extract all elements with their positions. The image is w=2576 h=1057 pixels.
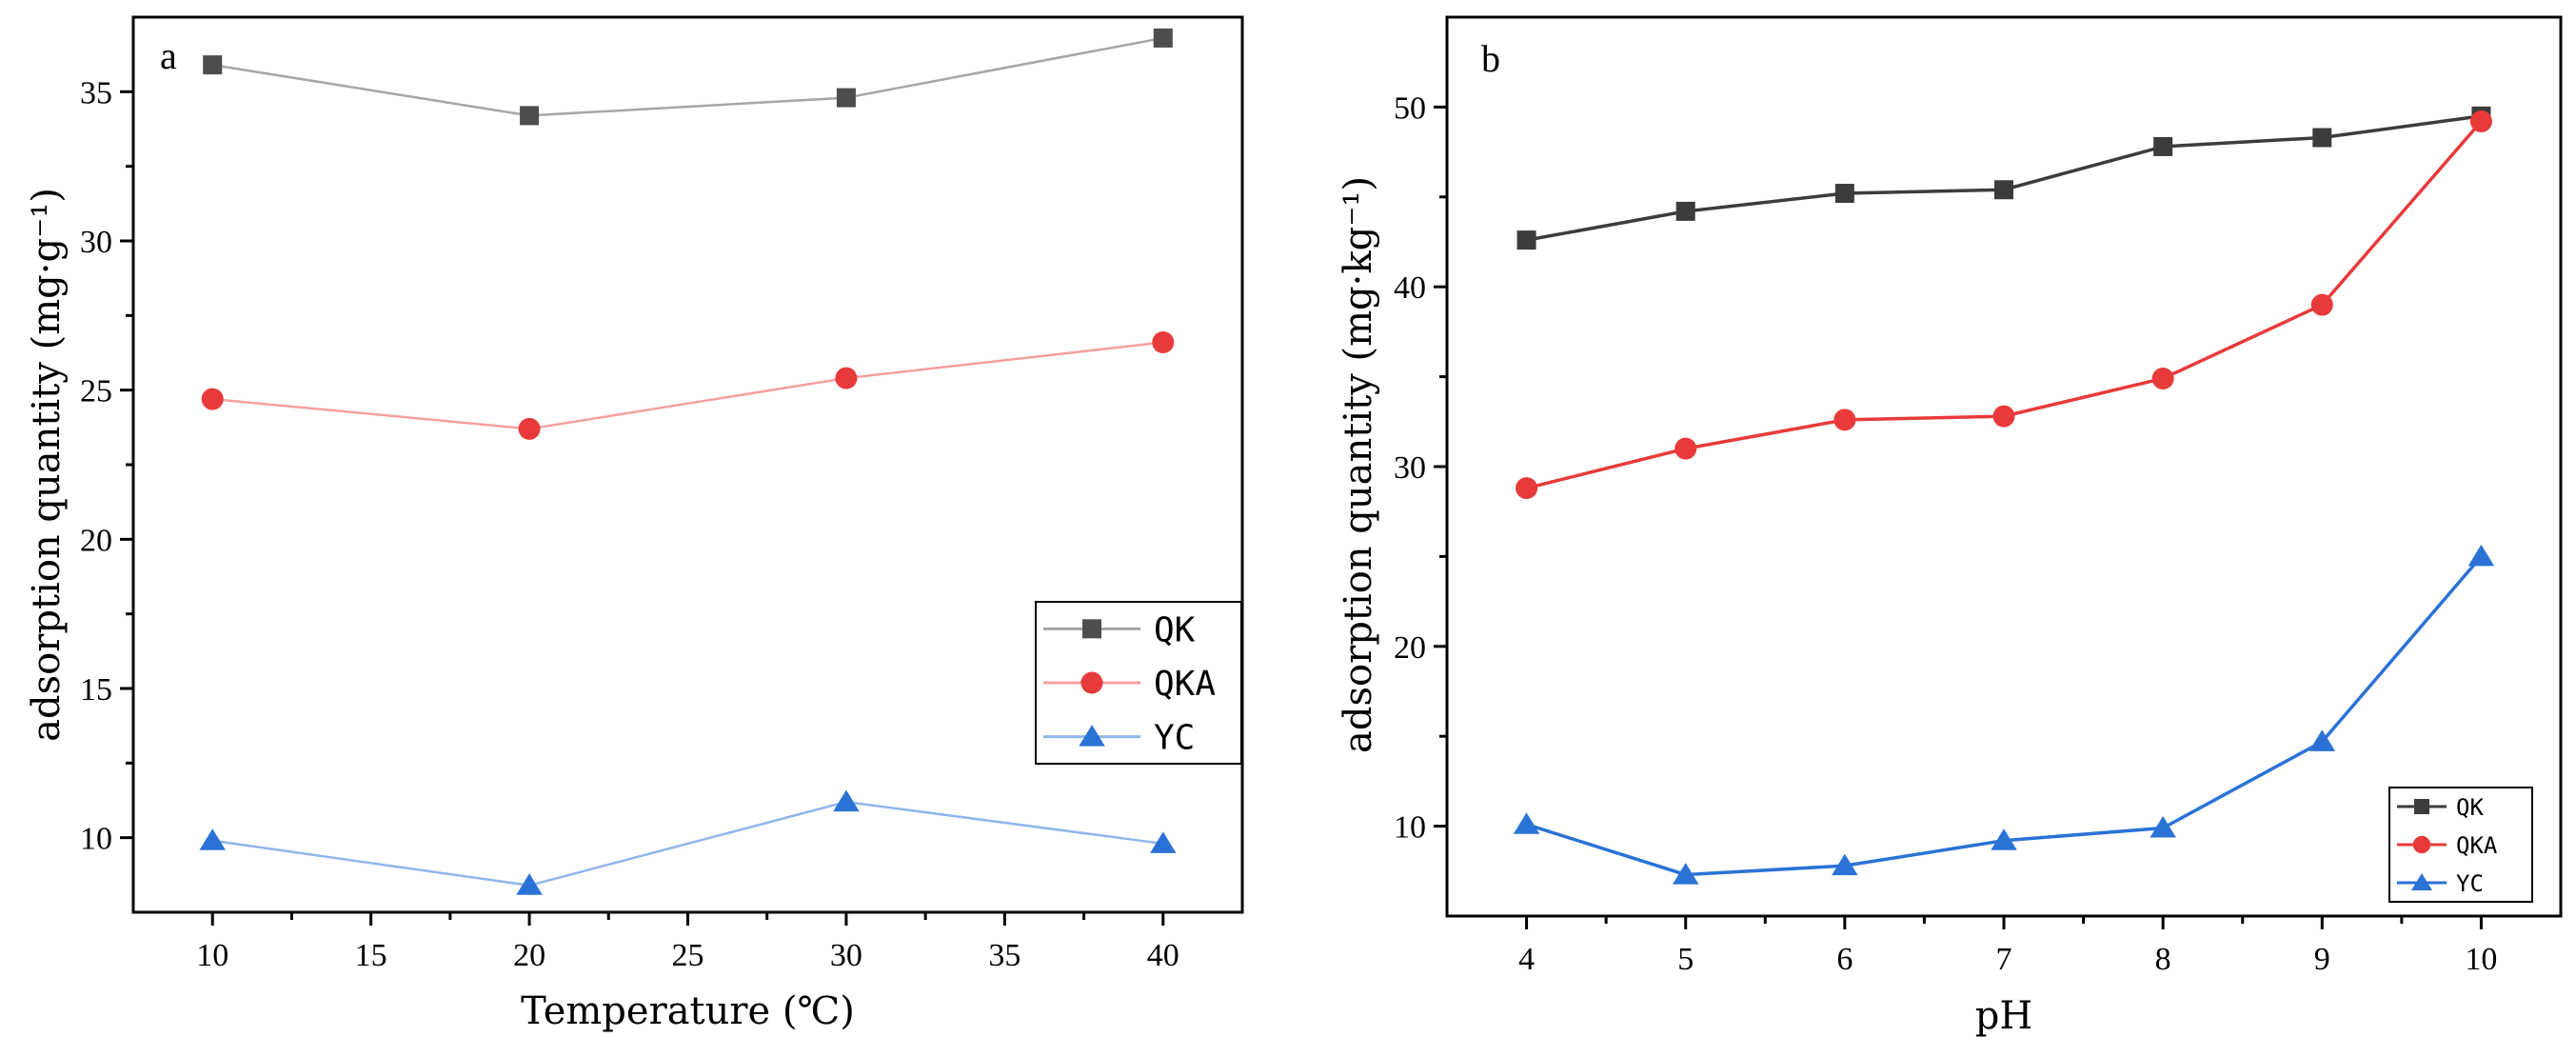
data-point-yc [1991, 828, 2017, 850]
plot-frame [131, 15, 1244, 914]
data-point-qk [1516, 230, 1536, 250]
y-tick-label: 20 [80, 523, 112, 558]
y-tick-label: 30 [1394, 450, 1426, 486]
data-point-qka [518, 417, 541, 440]
data-point-qk [1675, 201, 1695, 221]
x-tick-label: 25 [672, 938, 704, 973]
data-point-yc [2308, 729, 2336, 751]
data-point-yc [1832, 853, 1858, 876]
x-tick-label: 15 [355, 938, 387, 973]
data-point-qka [2310, 293, 2333, 316]
x-tick-label: 10 [196, 938, 228, 973]
legend-label-qk: QK [1154, 610, 1196, 649]
data-point-yc [199, 828, 226, 850]
legend-marker-yc [2411, 873, 2432, 890]
x-axis-title: Temperature (℃) [521, 989, 855, 1033]
data-point-yc [833, 789, 860, 812]
data-point-qka [1152, 331, 1175, 354]
x-tick-label: 10 [2465, 942, 2497, 977]
series-line-qk [1526, 114, 2482, 242]
y-axis-title: adsorption quantity (mg·kg⁻¹) [1337, 176, 1380, 753]
data-point-yc [1672, 863, 1699, 885]
x-axis-title: pH [1975, 994, 2033, 1038]
y-tick-label: 10 [80, 822, 112, 857]
x-tick-label: 35 [988, 938, 1020, 973]
x-tick-label: 4 [1518, 942, 1535, 977]
data-point-yc [1513, 812, 1540, 834]
legend-marker-qka [2412, 835, 2431, 854]
legend: QK QKA YC [2388, 787, 2533, 903]
panel-label: a [160, 34, 177, 77]
y-tick-label: 30 [80, 225, 112, 260]
y-tick-label: 35 [80, 75, 112, 110]
x-tick-label: 40 [1147, 938, 1179, 973]
data-point-qka [1516, 477, 1538, 500]
data-point-yc [2150, 815, 2176, 838]
series-line-qka [1526, 120, 2483, 490]
legend-label-qka: QKA [1154, 665, 1216, 704]
data-point-qka [2469, 110, 2492, 133]
y-tick-label: 40 [1394, 270, 1426, 306]
data-point-yc [2467, 544, 2495, 567]
data-point-yc [1150, 831, 1177, 853]
y-tick-label: 25 [80, 374, 112, 409]
series-line-yc [1526, 555, 2483, 877]
data-point-qk [520, 106, 540, 126]
legend: QK QKA YC [1035, 601, 1242, 765]
data-point-qk [2153, 136, 2173, 156]
panel-label: b [1481, 37, 1500, 80]
data-point-qka [1833, 409, 1856, 431]
legend-label-qk: QK [2456, 794, 2484, 821]
data-point-qka [201, 388, 224, 410]
data-point-qk [2312, 128, 2332, 148]
data-point-yc [516, 873, 543, 895]
series-line-yc [212, 800, 1163, 887]
x-tick-label: 20 [513, 938, 545, 973]
data-point-qk [1834, 184, 1854, 204]
y-tick-label: 10 [1394, 810, 1426, 846]
data-point-qk [836, 88, 856, 108]
legend-marker-yc [1079, 725, 1105, 747]
x-tick-label: 9 [2314, 942, 2330, 977]
legend-label-yc: YC [2456, 870, 2484, 897]
data-point-qka [835, 367, 858, 389]
x-tick-label: 8 [2155, 942, 2171, 977]
data-point-qka [1992, 405, 2015, 428]
legend-marker-qka [1080, 671, 1103, 694]
x-tick-label: 30 [830, 938, 862, 973]
x-tick-label: 6 [1836, 942, 1853, 977]
data-point-qk [203, 55, 223, 75]
chart-panel-b: 4 5 6 7 8 9 10 10 20 30 40 50 pH adsorption quantity … [1337, 15, 2563, 1038]
data-point-qk [1994, 180, 2013, 200]
y-tick-label: 50 [1394, 90, 1426, 126]
data-point-qka [1674, 437, 1697, 460]
y-tick-label: 20 [1394, 630, 1426, 666]
series-line-qk [212, 36, 1164, 117]
y-axis-title: adsorption quantity (mg·g⁻¹) [25, 188, 69, 742]
data-point-qka [2151, 367, 2174, 389]
data-point-qk [1153, 28, 1173, 48]
series-line-qka [212, 341, 1163, 430]
x-tick-label: 5 [1677, 942, 1694, 977]
y-tick-label: 15 [80, 672, 112, 708]
legend-marker-qk [1082, 619, 1101, 639]
legend-marker-qk [2414, 799, 2429, 814]
x-tick-label: 7 [1996, 942, 2012, 977]
legend-label-qka: QKA [2456, 832, 2498, 859]
chart-panel-a: 10 15 20 25 30 35 40 10 15 20 25 30 35 Temperature (℃… [25, 15, 1244, 1033]
legend-label-yc: YC [1154, 719, 1195, 758]
